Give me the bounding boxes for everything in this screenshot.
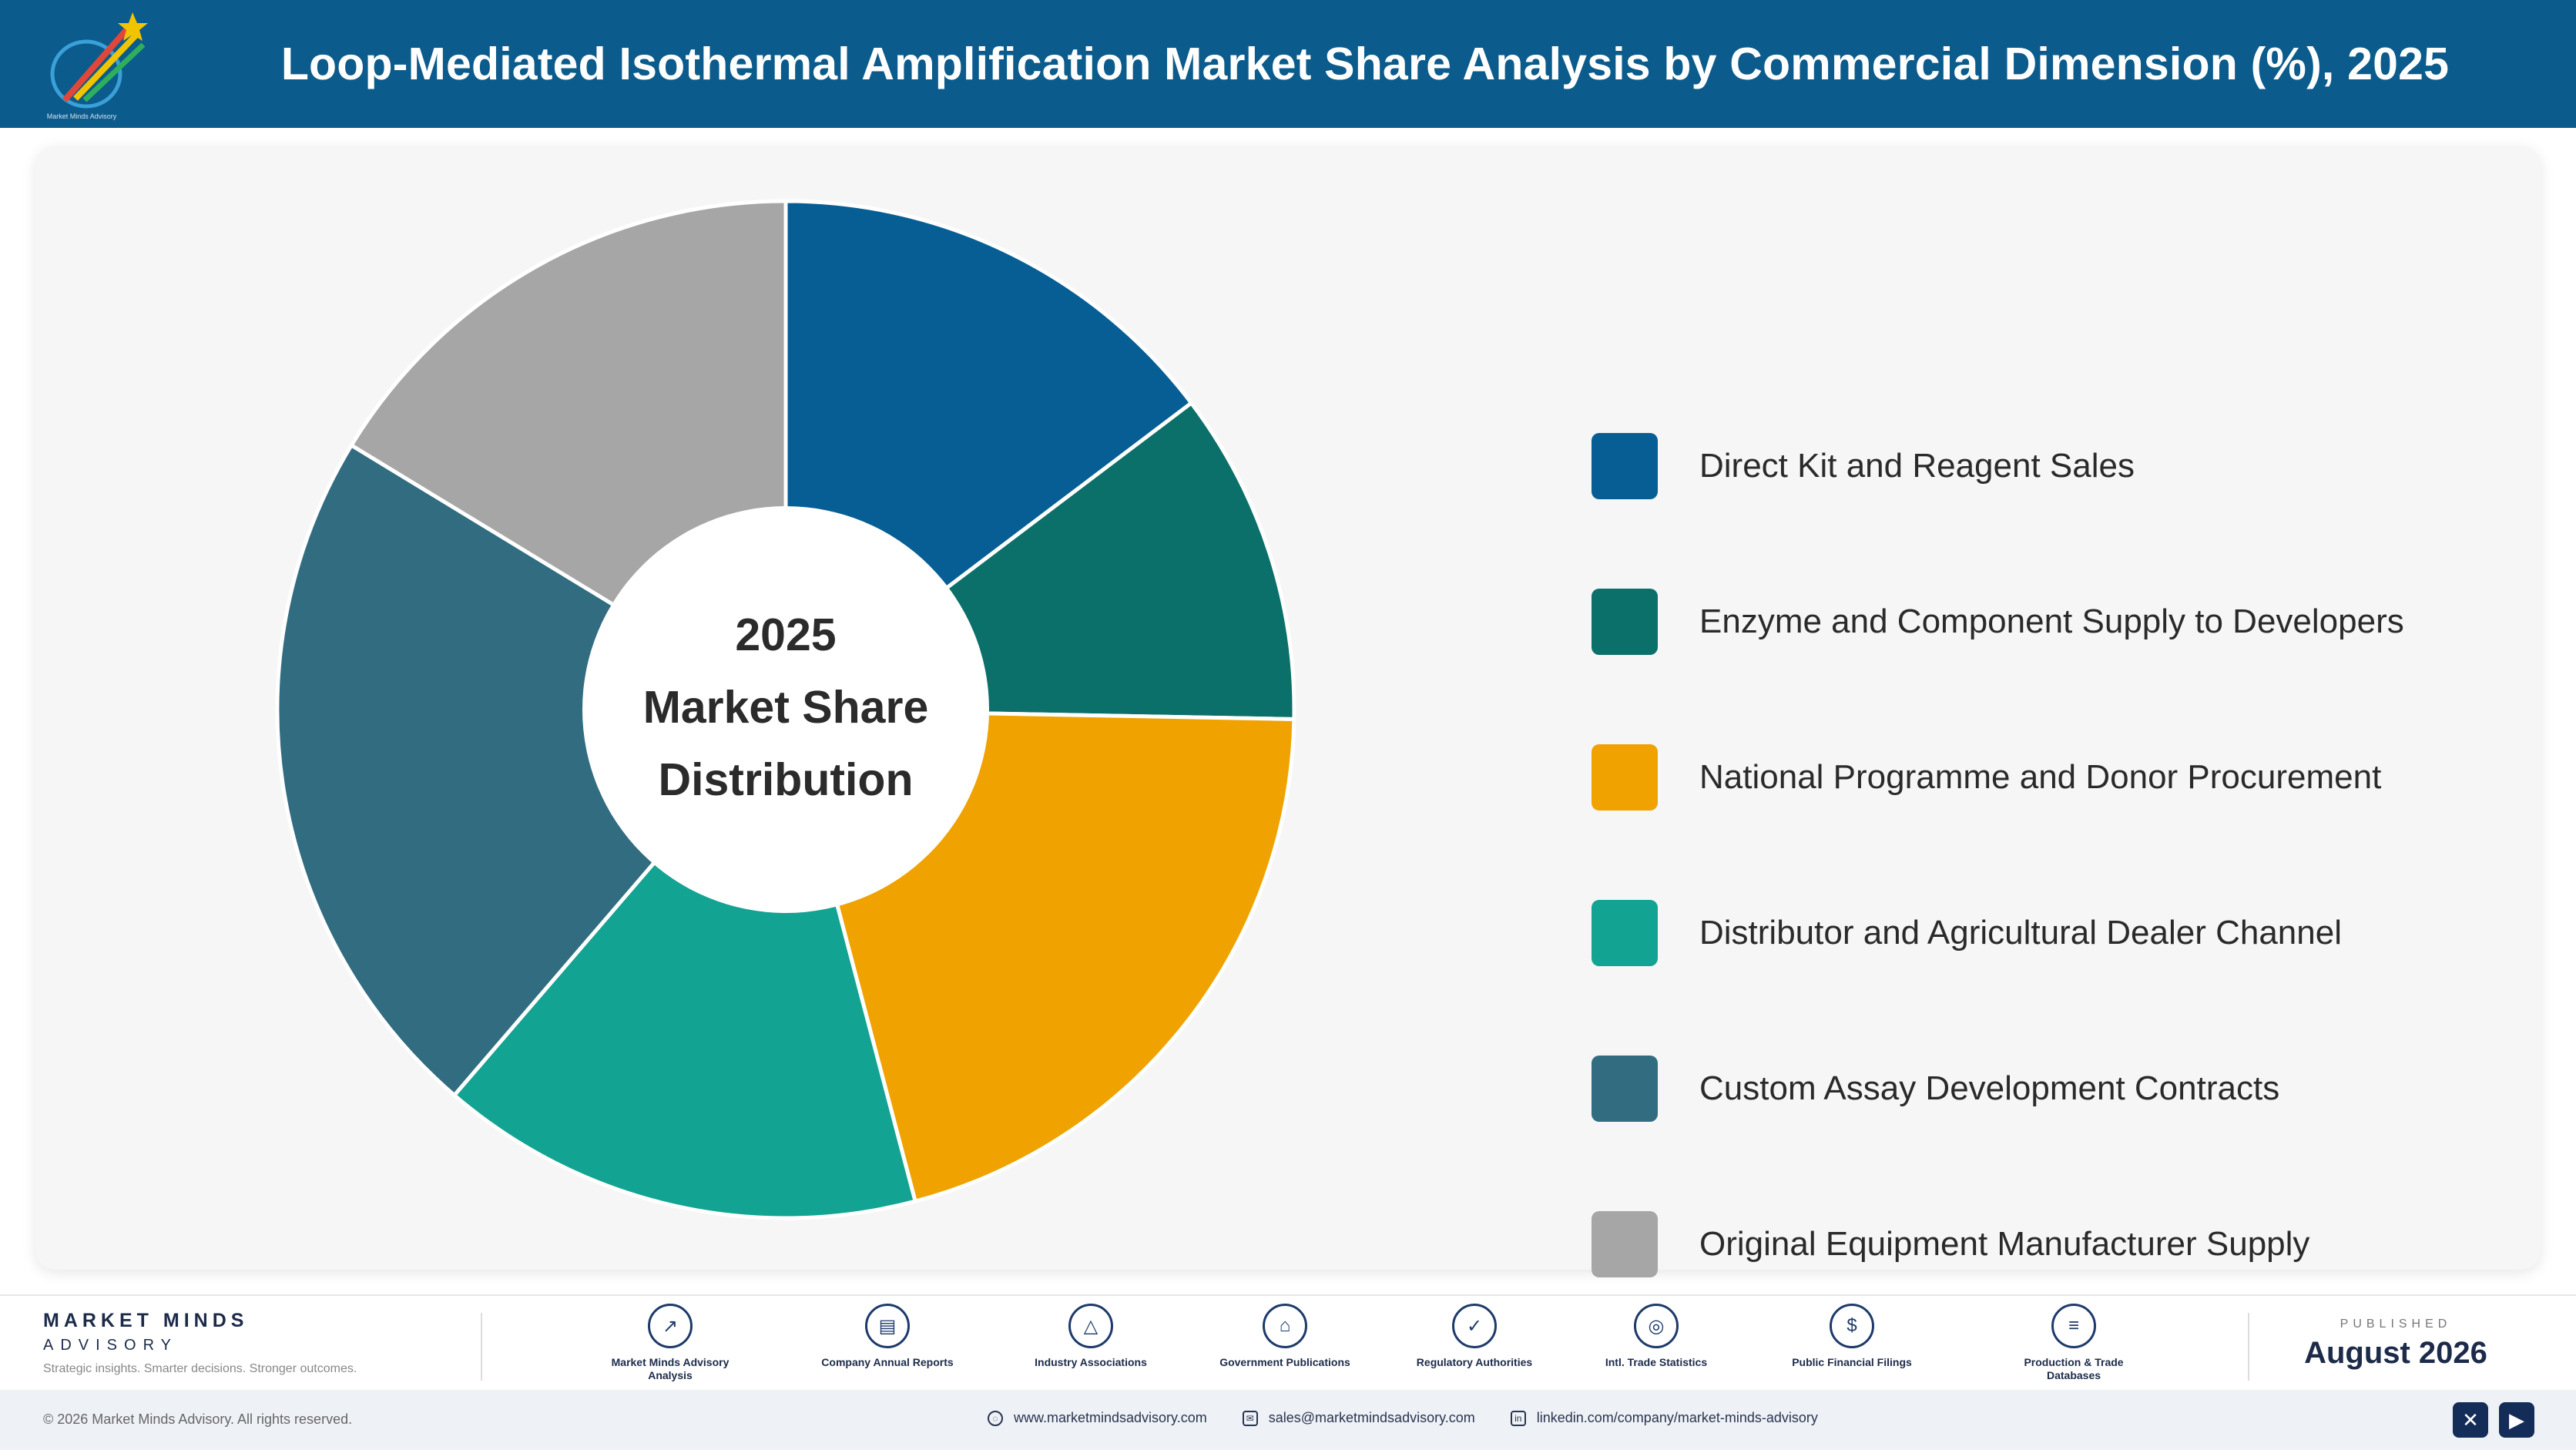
copyright: © 2026 Market Minds Advisory. All rights… xyxy=(43,1411,353,1427)
center-label-line-3: Distribution xyxy=(658,754,913,805)
linkedin-icon: in xyxy=(1510,1410,1526,1426)
globe-icon: ◌ xyxy=(988,1410,1003,1426)
legend-label: Original Equipment Manufacturer Supply xyxy=(1699,1225,2310,1263)
header-bar: Market Minds Advisory Loop-Mediated Isot… xyxy=(0,0,2576,128)
legend-swatch xyxy=(1592,589,1658,655)
data-source-item: ▤ Company Annual Reports xyxy=(810,1304,964,1369)
legend-label: Enzyme and Component Supply to Developer… xyxy=(1699,602,2404,640)
legend-item: Distributor and Agricultural Dealer Chan… xyxy=(1592,900,2516,966)
legend-swatch xyxy=(1592,744,1658,811)
data-source-item: △ Industry Associations xyxy=(1014,1304,1168,1369)
published-label: PUBLISHED xyxy=(2340,1317,2452,1331)
published-block: PUBLISHED August 2026 xyxy=(2296,1317,2496,1371)
brand-name: MARKET MINDS xyxy=(43,1310,249,1331)
data-source-item: ↗ Market Minds Advisory Analysis xyxy=(593,1304,747,1382)
legend-label: Direct Kit and Reagent Sales xyxy=(1699,447,2135,485)
center-label-line-2: Market Share xyxy=(643,682,929,733)
legend-item: National Programme and Donor Procurement xyxy=(1592,744,2516,811)
email-link[interactable]: ✉ sales@marketmindsadvisory.com xyxy=(1242,1410,1475,1426)
legend-item: Original Equipment Manufacturer Supply xyxy=(1592,1211,2516,1277)
brand-block: MARKET MINDS ADVISORY Strategic insights… xyxy=(43,1310,357,1376)
data-source-item: ✓ Regulatory Authorities xyxy=(1397,1304,1551,1369)
brand-tagline: Strategic insights. Smarter decisions. S… xyxy=(43,1362,357,1375)
legend-swatch xyxy=(1592,900,1658,966)
legend-swatch xyxy=(1592,1056,1658,1122)
website-text: www.marketmindsadvisory.com xyxy=(1014,1410,1207,1425)
email-text: sales@marketmindsadvisory.com xyxy=(1268,1410,1475,1425)
database-icon: ≡ xyxy=(2051,1304,2096,1348)
svg-text:Market Minds Advisory: Market Minds Advisory xyxy=(47,112,117,120)
document-icon: ▤ xyxy=(865,1304,910,1348)
data-source-label: Intl. Trade Statistics xyxy=(1605,1356,1708,1368)
linkedin-text: linkedin.com/company/market-minds-adviso… xyxy=(1536,1410,1818,1425)
youtube-social-icon[interactable]: ▶ xyxy=(2499,1402,2534,1438)
data-source-item: $ Public Financial Filings xyxy=(1775,1304,1929,1369)
data-source-label: Government Publications xyxy=(1219,1356,1350,1368)
x-social-icon[interactable]: ✕ xyxy=(2453,1402,2488,1438)
contact-links: ◌ www.marketmindsadvisory.com ✉ sales@ma… xyxy=(988,1410,1818,1426)
data-source-label: Company Annual Reports xyxy=(821,1356,954,1368)
footer: MARKET MINDS ADVISORY Strategic insights… xyxy=(0,1294,2576,1388)
data-source-label: Public Financial Filings xyxy=(1792,1356,1912,1368)
footer-divider xyxy=(2248,1313,2249,1381)
data-source-label: Industry Associations xyxy=(1035,1356,1147,1368)
legend-item: Enzyme and Component Supply to Developer… xyxy=(1592,589,2516,655)
data-source-item: ≡ Production & Trade Databases xyxy=(1997,1304,2151,1382)
center-label-year: 2025 xyxy=(735,609,836,660)
footer-divider xyxy=(481,1313,482,1381)
donut-chart: 2025 Market Share Distribution xyxy=(275,199,1296,1220)
legend-label: Distributor and Agricultural Dealer Chan… xyxy=(1699,914,2342,952)
shield-check-icon: ✓ xyxy=(1452,1304,1497,1348)
data-source-label: Market Minds Advisory Analysis xyxy=(611,1356,730,1381)
network-icon: △ xyxy=(1068,1304,1113,1348)
social-buttons: ✕ ▶ xyxy=(2453,1402,2534,1438)
legend-item: Direct Kit and Reagent Sales xyxy=(1592,433,2516,499)
legend-label: Custom Assay Development Contracts xyxy=(1699,1069,2280,1107)
legend-item: Custom Assay Development Contracts xyxy=(1592,1056,2516,1122)
pencil-star-logo-icon: Market Minds Advisory xyxy=(47,12,148,120)
brand-subtitle: ADVISORY xyxy=(43,1337,178,1354)
page-title: Loop-Mediated Isothermal Amplification M… xyxy=(280,39,2450,89)
website-link[interactable]: ◌ www.marketmindsadvisory.com xyxy=(988,1410,1207,1426)
data-source-item: ◎ Intl. Trade Statistics xyxy=(1579,1304,1733,1369)
pie-slice xyxy=(275,442,789,1099)
data-source-label: Regulatory Authorities xyxy=(1416,1356,1533,1368)
data-source-item: ⌂ Government Publications xyxy=(1208,1304,1362,1369)
data-sources: ↗ Market Minds Advisory Analysis ▤ Company … xyxy=(570,1304,2265,1388)
bottom-bar: © 2026 Market Minds Advisory. All rights… xyxy=(0,1390,2576,1450)
linkedin-link[interactable]: in linkedin.com/company/market-minds-adv… xyxy=(1510,1410,1818,1426)
data-source-label: Production & Trade Databases xyxy=(2024,1356,2124,1381)
legend-label: National Programme and Donor Procurement xyxy=(1699,758,2382,796)
dollar-coin-icon: $ xyxy=(1830,1304,1874,1348)
published-date: August 2026 xyxy=(2304,1336,2487,1370)
globe-icon: ◎ xyxy=(1634,1304,1679,1348)
donut-hole xyxy=(582,506,989,913)
legend-swatch xyxy=(1592,1211,1658,1277)
government-building-icon: ⌂ xyxy=(1263,1304,1307,1348)
chart-card: 2025 Market Share Distribution Direct Ki… xyxy=(35,146,2541,1277)
trend-chart-icon: ↗ xyxy=(648,1304,693,1348)
legend-swatch xyxy=(1592,433,1658,499)
mail-icon: ✉ xyxy=(1242,1410,1258,1426)
